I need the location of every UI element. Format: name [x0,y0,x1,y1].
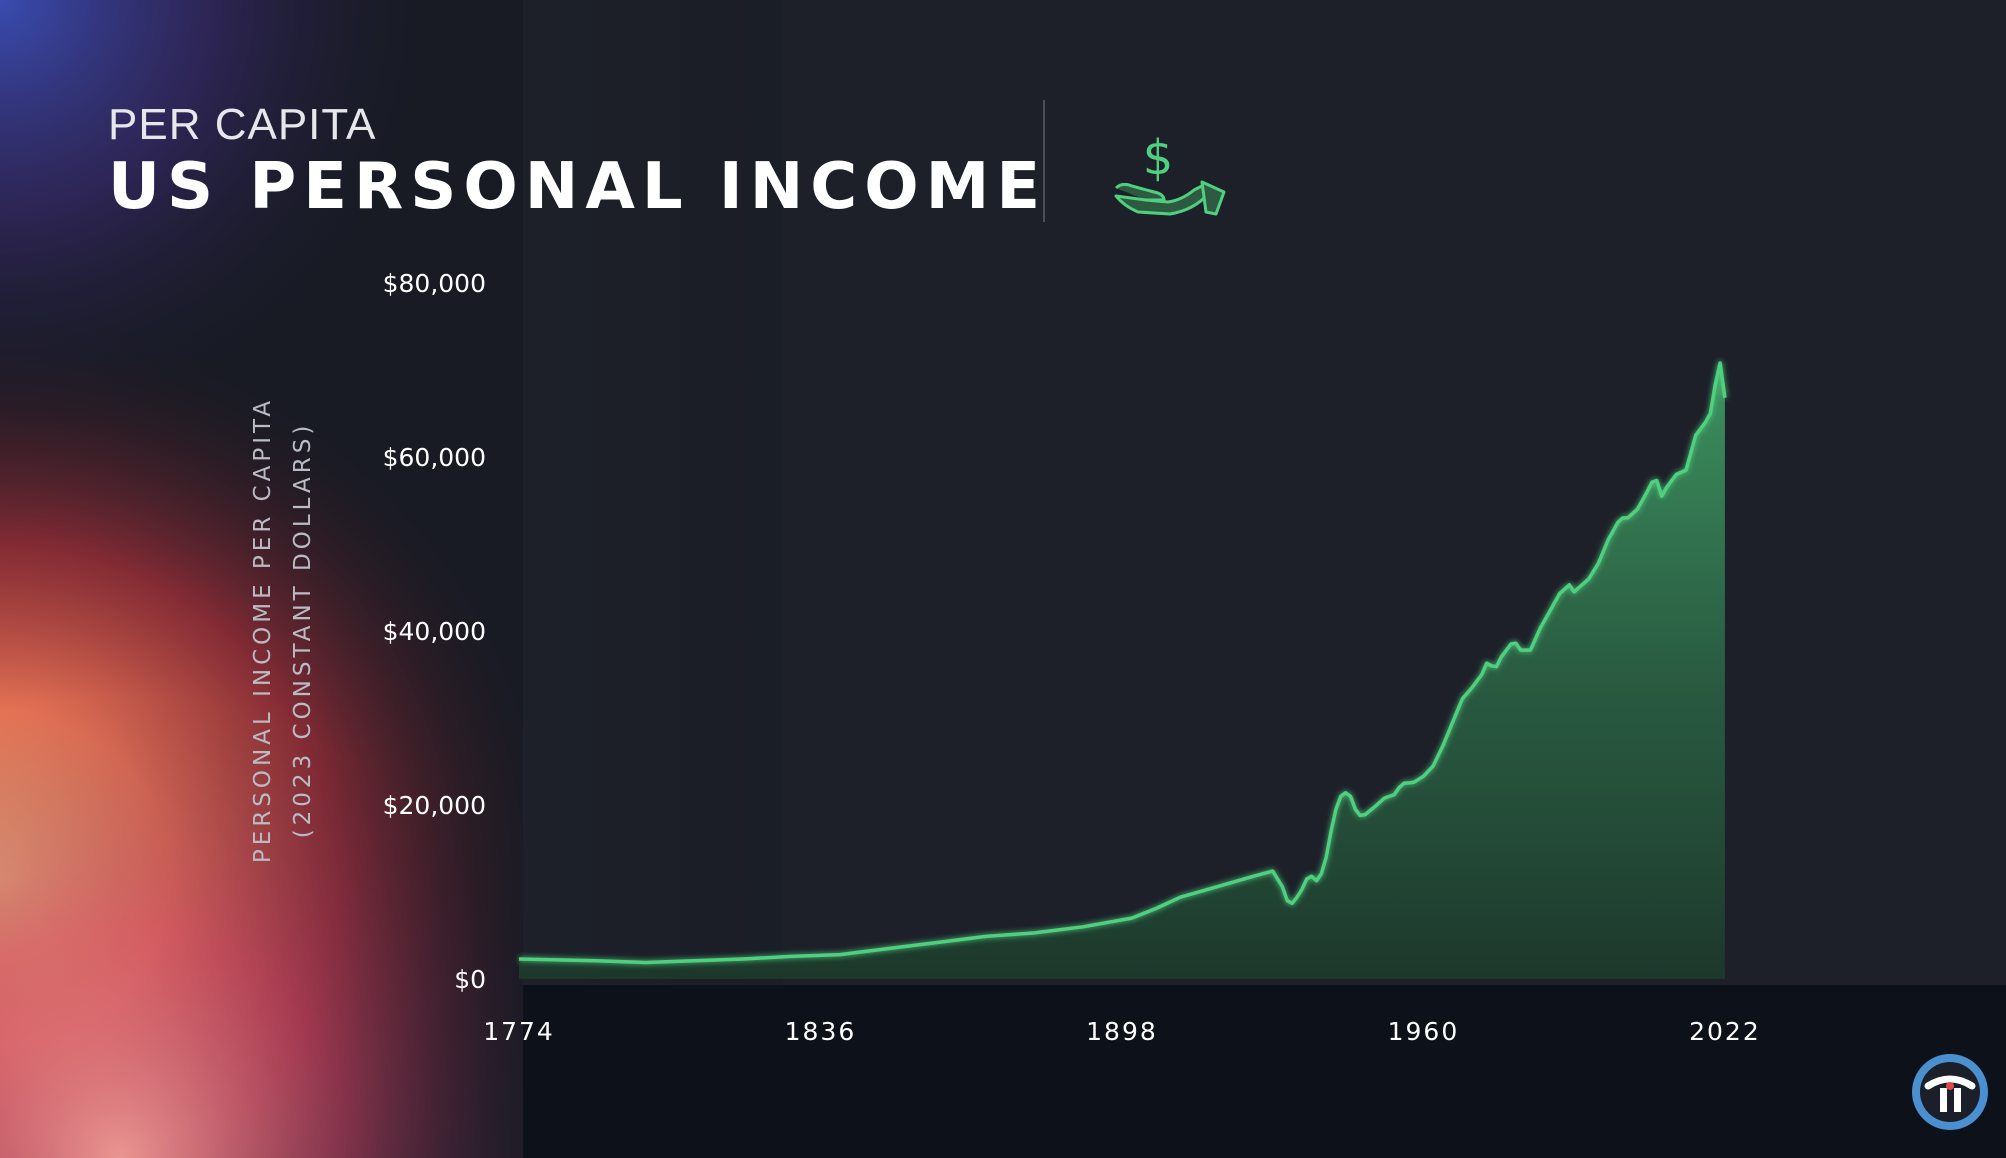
y-tick-label: $40,000 [383,617,486,646]
series-line [518,361,1727,965]
twit-logo-icon [1912,1054,1988,1130]
x-tick-label: 1898 [1086,1017,1158,1046]
y-tick-label: $60,000 [383,443,486,472]
chart-subtitle: PER CAPITA [108,100,377,149]
header-divider [1043,100,1045,222]
hand-dollar-icon: $ [1114,132,1226,216]
y-tick-label: $20,000 [383,791,486,820]
x-tick-label: 1960 [1388,1017,1460,1046]
x-tick-label: 2022 [1689,1017,1761,1046]
y-tick-label: $80,000 [383,269,486,298]
y-tick-label: $0 [454,965,486,994]
chart-title: US PERSONAL INCOME [108,150,1048,224]
x-tick-label: 1836 [785,1017,857,1046]
svg-text:$: $ [1143,132,1174,186]
x-tick-label: 1774 [483,1017,555,1046]
series-area [519,363,1725,979]
